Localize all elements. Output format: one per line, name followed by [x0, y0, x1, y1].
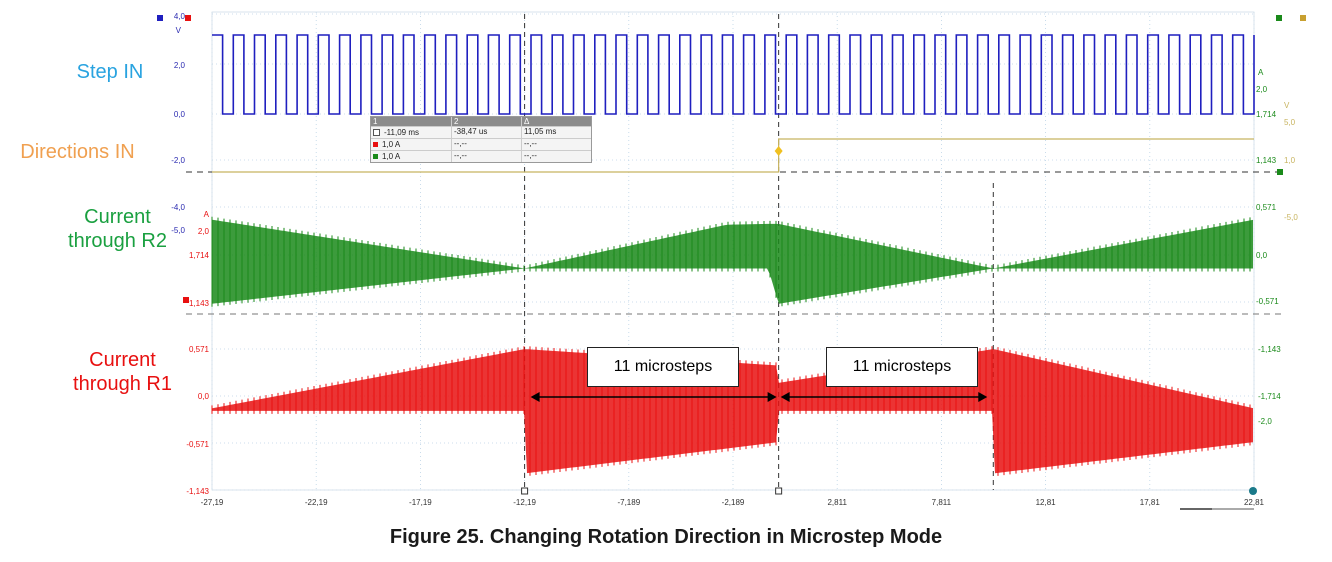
oscilloscope-chart: -27,19 -22,19 -17,19 -12,19 -7,189 -2,189 2,81…	[157, 11, 1306, 510]
r1-right-tick: -1,714	[1258, 392, 1281, 401]
dir-right-unit: V	[1284, 101, 1290, 110]
arrow-left-microsteps-head-right	[767, 392, 777, 402]
step-axis-tick: -2,0	[171, 156, 185, 165]
ruler-cell: -11,09 ms	[384, 128, 419, 137]
r1-left-tick: 0,571	[189, 345, 210, 354]
label-current-r2: Current through R2	[68, 206, 167, 252]
r2-left-unit: A	[204, 210, 210, 219]
label-current-r1: Current through R1	[73, 349, 172, 395]
series-step-in	[212, 34, 1255, 115]
r1-left-tick: 0,0	[198, 392, 210, 401]
annotation-left-microsteps: 11 microsteps	[587, 347, 739, 387]
ruler-row-r2: 1,0 A --,-- --,--	[371, 150, 591, 162]
x-tick-label: 12,81	[1036, 498, 1057, 507]
step-axis-tick: 4,0	[174, 12, 186, 21]
step-axis-unit: V	[176, 26, 182, 35]
channel-b-marker-icon	[185, 15, 191, 21]
ruler-cell: --,--	[521, 139, 589, 150]
channel-d-marker-icon	[1300, 15, 1306, 21]
x-tick-label: -17,19	[409, 498, 432, 507]
trigger-time-marker-icon	[1249, 487, 1257, 495]
ruler-cell: --,--	[521, 151, 589, 162]
series-current-r1	[211, 346, 1253, 476]
series-directions-in	[212, 138, 1254, 173]
x-tick-label: -27,19	[201, 498, 224, 507]
r2-right-tick: 0,0	[1256, 251, 1268, 260]
x-tick-label: -22,19	[305, 498, 328, 507]
arrow-right-microsteps-head-right	[978, 392, 988, 402]
channel-c-marker-icon	[1276, 15, 1282, 21]
channel-b-offset-marker-icon	[183, 297, 189, 303]
r2-right-tick: 1,143	[1256, 156, 1277, 165]
x-tick-label: -12,19	[513, 498, 536, 507]
step-axis-tick: -4,0	[171, 203, 185, 212]
r1-left-tick: -0,571	[186, 440, 209, 449]
ruler-row-r1: 1,0 A --,-- --,--	[371, 138, 591, 150]
channel-a-marker-icon	[157, 15, 163, 21]
label-step-in: Step IN	[76, 61, 144, 83]
x-tick-label: 2,811	[827, 498, 847, 507]
step-axis-tick: 2,0	[174, 61, 186, 70]
arrow-right-microsteps-head-left	[780, 392, 790, 402]
ruler-header-2: 2	[451, 117, 521, 126]
r2-right-tick: 1,714	[1256, 110, 1277, 119]
time-swatch-icon	[373, 129, 380, 136]
ruler-header-1: 1	[373, 117, 378, 126]
r2-right-tick: 0,571	[1256, 203, 1277, 212]
ruler-table[interactable]: 1 2 Δ -11,09 ms -38,47 us 11,05 ms 1,0 A…	[370, 116, 592, 163]
ruler-cell: 11,05 ms	[521, 127, 589, 138]
label-directions-in: Directions IN	[20, 141, 135, 163]
r2-left-tick: 2,0	[198, 227, 210, 236]
dir-right-tick: 5,0	[1284, 118, 1296, 127]
dir-right-tick: 1,0	[1284, 156, 1296, 165]
ruler-cell: --,--	[451, 151, 521, 162]
ruler-cell: -38,47 us	[451, 127, 521, 138]
step-axis-tick: 0,0	[174, 110, 186, 119]
arrow-left-microsteps-head-left	[530, 392, 540, 402]
series-current-r1-band	[212, 349, 1253, 474]
ruler-header-delta: Δ	[521, 117, 589, 126]
r2-left-tick: 1,714	[189, 251, 210, 260]
r1-right-tick: -2,0	[1258, 417, 1272, 426]
red-channel-swatch-icon	[373, 142, 378, 147]
figure-caption: Figure 25. Changing Rotation Direction i…	[389, 526, 943, 548]
cursor-handle-icon	[775, 487, 783, 495]
x-tick-label: 7,811	[932, 498, 952, 507]
ruler-cell: --,--	[451, 139, 521, 150]
dir-right-tick: -5,0	[1284, 213, 1298, 222]
r1-left-tick: -1,143	[186, 487, 209, 496]
annotation-right-microsteps: 11 microsteps	[826, 347, 978, 387]
green-channel-swatch-icon	[373, 154, 378, 159]
r2-right-unit: A	[1258, 68, 1264, 77]
series-current-r2	[211, 216, 1253, 307]
ruler-row-time: -11,09 ms -38,47 us 11,05 ms	[371, 126, 591, 138]
r1-right-tick: -1,143	[1258, 345, 1281, 354]
r2-left-tick: 1,143	[189, 299, 210, 308]
cursor-handle-icon	[521, 487, 529, 495]
x-tick-label: -2,189	[722, 498, 745, 507]
r2-right-tick: -0,571	[1256, 297, 1279, 306]
x-tick-label: 17,81	[1140, 498, 1161, 507]
ruler-cell: 1,0 A	[382, 140, 401, 149]
extra-axis-tick: -5,0	[171, 226, 185, 235]
series-current-r2-band	[212, 219, 1253, 304]
ruler-table-header: 1 2 Δ	[371, 117, 591, 126]
x-tick-label: -7,189	[617, 498, 640, 507]
x-tick-label: 22,81	[1244, 498, 1265, 507]
channel-c-offset-marker-icon	[1277, 169, 1283, 175]
trigger-marker-icon	[774, 146, 783, 156]
r2-right-tick: 2,0	[1256, 85, 1268, 94]
ruler-cell: 1,0 A	[382, 152, 401, 161]
